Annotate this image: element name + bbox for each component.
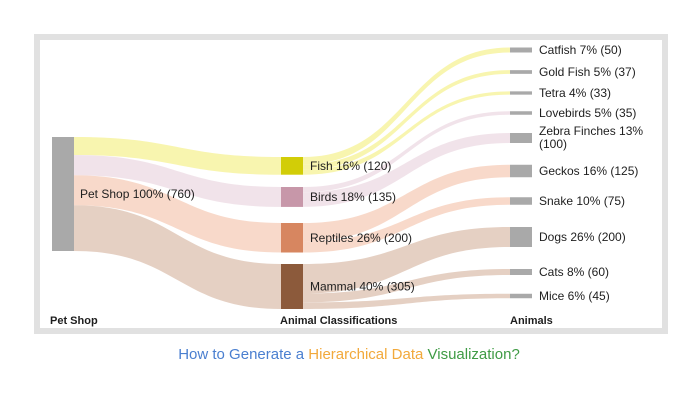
node-label-birds: Birds 18% (135) [310, 190, 396, 204]
link-pet-shop-to-reptiles [74, 175, 281, 253]
node-catfish-7-50 [510, 47, 532, 53]
column-label-animals: Animals [510, 315, 553, 327]
node-label-geckos-16-125: Geckos 16% (125) [539, 164, 638, 178]
node-gold-fish-5-37 [510, 70, 532, 74]
link-mammal-to-mice-6-45 [303, 293, 510, 309]
node-dogs-26-200 [510, 227, 532, 247]
link-fish-to-catfish-7-50 [303, 47, 510, 165]
node-zebra-finches-13-100 [510, 133, 532, 143]
node-label-mice-6-45: Mice 6% (45) [539, 289, 610, 303]
link-mammal-to-cats-8-60 [303, 269, 510, 303]
link-mammal-to-dogs-26-200 [303, 227, 510, 294]
node-mammal [281, 264, 303, 309]
node-geckos-16-125 [510, 164, 532, 178]
node-snake-10-75 [510, 197, 532, 205]
node-label-zebra-finches-13-100: Zebra Finches 13% (100) [539, 124, 643, 151]
column-label-animal-classifications: Animal Classifications [280, 315, 397, 327]
link-reptiles-to-geckos-16-125 [303, 164, 510, 242]
link-fish-to-gold-fish-5-37 [303, 70, 510, 170]
link-pet-shop-to-fish [74, 137, 281, 175]
link-birds-to-lovebirds-5-35 [303, 111, 510, 193]
node-reptiles [281, 223, 303, 253]
node-label-cats-8-60: Cats 8% (60) [539, 265, 609, 279]
link-reptiles-to-snake-10-75 [303, 197, 510, 253]
page-caption: How to Generate a Hierarchical Data Visu… [0, 346, 698, 363]
caption-part-1: How to Generate a [178, 346, 305, 363]
link-pet-shop-to-mammal [74, 205, 281, 309]
column-label-pet-shop: Pet Shop [50, 315, 98, 327]
link-birds-to-zebra-finches-13-100 [303, 133, 510, 207]
node-label-reptiles: Reptiles 26% (200) [310, 231, 412, 245]
node-label-mammal: Mammal 40% (305) [310, 280, 415, 294]
node-label-tetra-4-33: Tetra 4% (33) [539, 86, 611, 100]
caption-part-2: Hierarchical Data [308, 346, 424, 363]
node-cats-8-60 [510, 269, 532, 275]
sankey-links [74, 47, 510, 309]
node-label-pet-shop: Pet Shop 100% (760) [80, 187, 195, 201]
caption-part-3: Visualization? [427, 346, 520, 363]
sankey-labels: Pet Shop 100% (760) Fish 16% (120) Birds 1… [80, 43, 643, 303]
sankey-nodes [52, 47, 532, 309]
node-pet-shop [52, 137, 74, 251]
node-label-snake-10-75: Snake 10% (75) [539, 194, 625, 208]
node-label-gold-fish-5-37: Gold Fish 5% (37) [539, 65, 636, 79]
link-pet-shop-to-birds [74, 155, 281, 207]
node-birds [281, 187, 303, 207]
node-label-fish: Fish 16% (120) [310, 159, 391, 173]
node-label-dogs-26-200: Dogs 26% (200) [539, 230, 626, 244]
node-lovebirds-5-35 [510, 111, 532, 115]
node-tetra-4-33 [510, 91, 532, 95]
node-mice-6-45 [510, 293, 532, 299]
node-label-catfish-7-50: Catfish 7% (50) [539, 43, 622, 57]
node-fish [281, 157, 303, 175]
node-label-lovebirds-5-35: Lovebirds 5% (35) [539, 106, 636, 120]
link-fish-to-tetra-4-33 [303, 91, 510, 175]
